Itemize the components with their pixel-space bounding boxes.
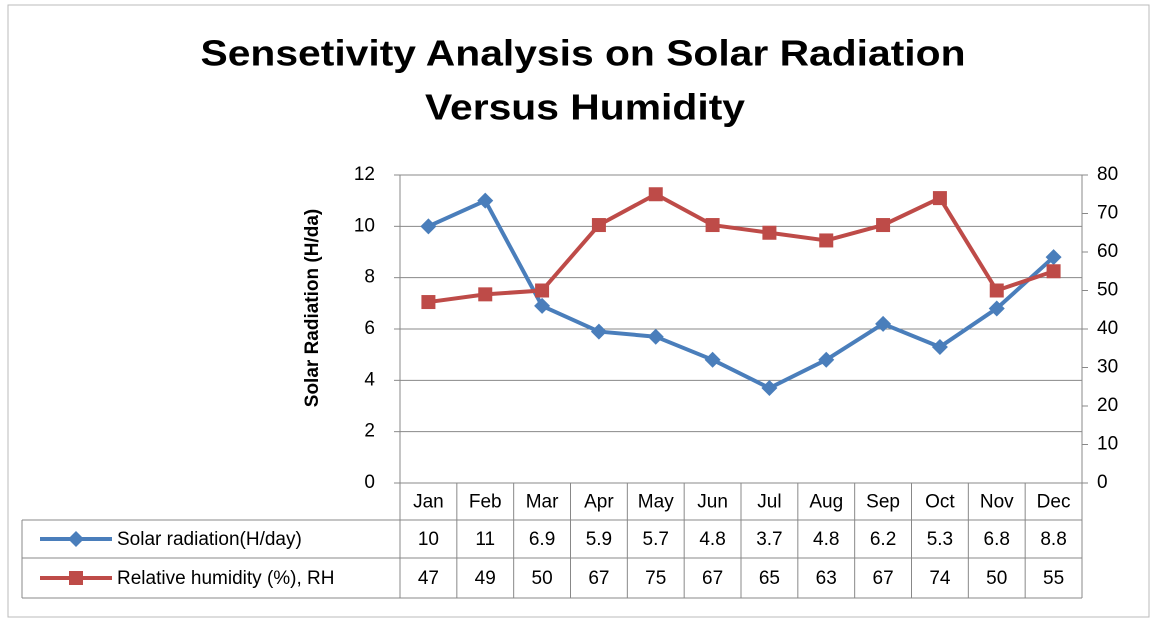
- y-axis-title: Solar Radiation (H/da): [302, 209, 323, 407]
- legend-marker: [69, 571, 83, 585]
- table-value: 5.9: [586, 529, 612, 550]
- legend-marker: [68, 531, 84, 547]
- data-point: [1046, 264, 1061, 279]
- chart-title: Sensetivity Analysis on Solar Radiation: [201, 33, 966, 74]
- y2-tick-label: 40: [1097, 318, 1118, 339]
- series-line: [427, 198, 1055, 391]
- x-tick-label: Nov: [980, 492, 1014, 513]
- y2-tick-label: 10: [1097, 434, 1118, 455]
- table-value: 8.8: [1040, 529, 1066, 550]
- x-tick-label: Feb: [469, 492, 502, 513]
- data-point: [931, 338, 948, 355]
- table-value: 55: [1043, 568, 1064, 589]
- y2-tick-label: 70: [1097, 203, 1118, 224]
- x-tick-label: Apr: [584, 492, 614, 513]
- x-tick-label: Oct: [925, 492, 955, 513]
- table-value: 11: [475, 529, 495, 550]
- x-tick-label: Aug: [809, 492, 843, 513]
- x-tick-label: Jan: [413, 492, 444, 513]
- table-value: 63: [816, 568, 837, 589]
- y-tick-label: 4: [364, 369, 375, 390]
- x-tick-label: Dec: [1037, 492, 1071, 513]
- data-point: [477, 192, 494, 209]
- data-point: [591, 218, 606, 233]
- series-line: [428, 192, 1055, 305]
- table-value: 67: [873, 568, 894, 589]
- chart-border: [7, 4, 1150, 618]
- x-tick-label: May: [638, 492, 674, 513]
- table-value: 6.2: [870, 529, 896, 550]
- table-value: 4.8: [813, 529, 839, 550]
- y-tick-label: 12: [354, 164, 375, 185]
- data-point: [762, 225, 777, 240]
- x-tick-label: Jul: [757, 492, 781, 513]
- y2-tick-label: 0: [1097, 472, 1108, 493]
- data-point: [590, 323, 607, 340]
- data-point: [648, 187, 663, 202]
- data-point: [818, 351, 835, 368]
- y2-tick-label: 20: [1097, 395, 1118, 416]
- table-value: 49: [475, 568, 496, 589]
- table-value: 6.8: [984, 529, 1010, 550]
- data-point: [535, 283, 550, 298]
- data-point: [875, 315, 892, 332]
- y2-tick-label: 50: [1097, 280, 1118, 301]
- x-tick-label: Mar: [526, 492, 559, 513]
- data-point: [705, 218, 720, 233]
- data-point: [819, 233, 834, 248]
- data-point: [704, 351, 721, 368]
- x-tick-label: Sep: [866, 492, 900, 513]
- data-point: [534, 297, 551, 314]
- table-value: 67: [588, 568, 609, 589]
- table-value: 6.9: [529, 529, 555, 550]
- table-value: 67: [702, 568, 723, 589]
- data-point: [647, 328, 664, 345]
- data-point: [989, 283, 1004, 298]
- table-value: 3.7: [756, 529, 782, 550]
- table-value: 4.8: [699, 529, 725, 550]
- data-point: [420, 218, 437, 235]
- data-point: [1045, 249, 1062, 266]
- data-point: [932, 191, 947, 206]
- legend-label: Solar radiation(H/day): [117, 529, 302, 550]
- data-point: [988, 300, 1005, 317]
- y2-tick-label: 60: [1097, 241, 1118, 262]
- y2-tick-label: 30: [1097, 357, 1118, 378]
- data-point: [761, 380, 778, 397]
- y-tick-label: 10: [354, 215, 375, 236]
- table-value: 5.3: [927, 529, 953, 550]
- y2-tick-label: 80: [1097, 164, 1118, 185]
- y-tick-label: 6: [364, 318, 375, 339]
- legend-label: Relative humidity (%), RH: [117, 568, 335, 589]
- table-value: 50: [986, 568, 1007, 589]
- table-value: 65: [759, 568, 780, 589]
- data-point: [478, 287, 493, 302]
- table-value: 5.7: [643, 529, 669, 550]
- y-tick-label: 8: [364, 267, 375, 288]
- table-value: 10: [418, 529, 439, 550]
- table-value: 75: [645, 568, 666, 589]
- data-point: [421, 295, 436, 310]
- table-value: 47: [418, 568, 439, 589]
- x-tick-label: Jun: [697, 492, 728, 513]
- table-value: 74: [929, 568, 951, 589]
- y-tick-label: 0: [364, 472, 375, 493]
- data-point: [876, 218, 891, 233]
- table-value: 50: [532, 568, 553, 589]
- y-tick-label: 2: [364, 421, 375, 442]
- chart-title: Versus Humidity: [425, 87, 745, 128]
